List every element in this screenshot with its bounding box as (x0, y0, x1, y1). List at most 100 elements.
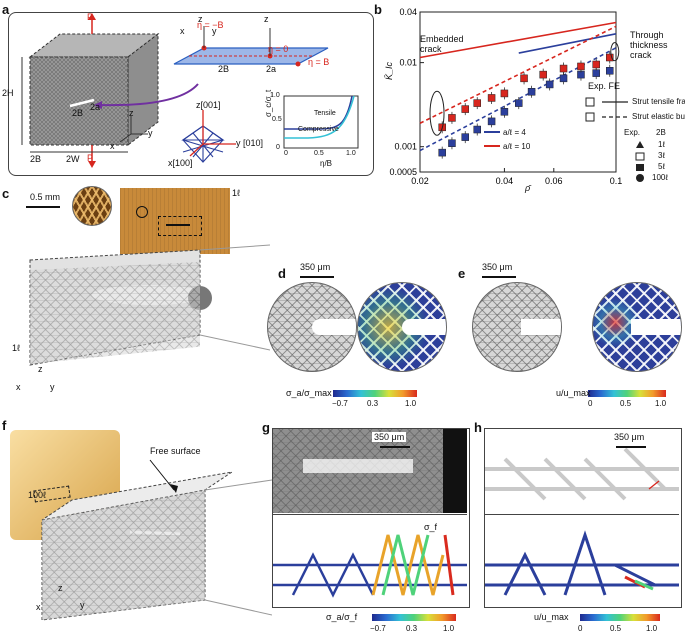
data-point (515, 99, 523, 107)
crystal-x: x[100] (168, 158, 193, 168)
legend-title: Exp. FE (588, 81, 621, 91)
mini-x1: 0.5 (314, 150, 324, 157)
legend-1l: 1ℓ (658, 140, 666, 149)
colorbar-e-tick0: 0 (588, 399, 593, 408)
scale-bar-c (26, 206, 60, 208)
stress-map-d (357, 282, 447, 372)
legend-exp-markers (635, 141, 645, 182)
colorbar-g-tick0: −0.7 (370, 624, 386, 633)
data-point (473, 99, 481, 107)
mini-x0: 0 (284, 150, 288, 157)
x-tick-label: 0.1 (610, 176, 623, 186)
free-surface-label: Free surface (150, 446, 201, 456)
deformed-lattice-h (485, 447, 679, 501)
data-point (500, 89, 509, 98)
legend-a4: a/ℓ = 4 (503, 128, 526, 137)
data-point (438, 148, 446, 157)
load-p-top: P (87, 12, 94, 22)
tensile-line (419, 21, 617, 59)
data-point (606, 53, 614, 62)
scale-bar-h (616, 446, 646, 448)
data-point (448, 139, 456, 147)
colorbar-g (372, 614, 456, 621)
mini-y2: 1.0 (270, 92, 280, 99)
colorbar-e-tick2: 1.0 (655, 399, 667, 408)
tensile-line (518, 33, 617, 54)
micrograph-d (267, 282, 357, 372)
data-point (539, 70, 547, 79)
data-point (527, 88, 536, 96)
colorbar-h-tick2: 1.0 (646, 624, 658, 633)
legend-strut-buckling: Strut elastic buckling (632, 112, 685, 121)
panel-c-label: c (2, 186, 10, 201)
eta-pos: η = B (308, 57, 330, 67)
scale-h: 350 μm (612, 432, 647, 442)
data-point (592, 69, 600, 77)
data-point (559, 64, 568, 73)
dim-100l: 100ℓ (28, 490, 46, 500)
crystal-z: z[001] (196, 100, 221, 110)
panel-g-divider (273, 514, 467, 515)
mini-plot-frame (283, 95, 359, 149)
y-tick-label: 0.0005 (389, 167, 417, 177)
dim-2b: 2B (30, 154, 42, 164)
mini-y0: 0 (276, 144, 280, 151)
embedded-crack-label: Embedded crack (420, 34, 464, 54)
legend-exp-open-square (585, 97, 595, 107)
panel-b-chart: 0.02 0.04 0.06 0.1 0.0005 0.001 0.01 0.04 (389, 7, 628, 186)
crack-2a: 2a (90, 102, 101, 112)
dim-2w: 2W (66, 154, 80, 164)
panel-g-frame (272, 428, 470, 608)
colorbar-e-tick1: 0.5 (620, 399, 632, 408)
colorbar-d-tick2: 1.0 (405, 399, 417, 408)
stress-map-g (273, 534, 467, 598)
legend-strut-tensile: Strut tensile fracture (632, 97, 685, 106)
crack-line (69, 98, 95, 108)
inset-y: y (212, 26, 217, 36)
scale-g: 350 μm (372, 432, 407, 442)
crack-2b: 2B (72, 108, 84, 118)
axis-z-c: z (38, 364, 43, 374)
colorbar-g-tick1: 0.3 (406, 624, 418, 633)
colorbar-h-label: u/u_max (534, 612, 569, 622)
cube-front-face (29, 56, 129, 146)
data-point (461, 133, 469, 141)
eta-neg: η = −B (197, 20, 224, 30)
specimen-photo-c (120, 188, 230, 254)
data-point (500, 108, 509, 116)
data-point (520, 74, 528, 83)
axis-z-f: z (58, 583, 63, 593)
data-point (473, 125, 481, 134)
mini-x2: 1.0 (346, 150, 356, 157)
mini-y1: 0.5 (272, 116, 282, 123)
colorbar-g-tick2: 1.0 (443, 624, 455, 633)
y-tick-label: 0.001 (394, 142, 417, 152)
scale-e: 350 μm (482, 262, 513, 272)
dim-1l-photo: 1ℓ (232, 188, 240, 198)
colorbar-d (333, 390, 417, 397)
colorbar-d-tick1: 0.3 (367, 399, 379, 408)
legend-5l: 5ℓ (658, 162, 666, 171)
data-point (487, 117, 496, 126)
x-tick-label: 0.04 (496, 176, 514, 186)
micrograph-g (273, 429, 467, 513)
colorbar-e-label: u/u_max (556, 388, 591, 398)
axis-x-a: x (110, 141, 115, 151)
y-tick-label: 0.01 (399, 58, 417, 68)
eta-zero: η = 0 (268, 44, 289, 54)
chart-b-plot-area (419, 11, 617, 173)
panel-h-frame (484, 428, 682, 608)
panel-h-divider (485, 514, 679, 515)
axis-x-c: x (16, 382, 21, 392)
lattice-texture-c (30, 262, 200, 364)
legend-100l: 100ℓ (652, 173, 668, 182)
data-point (448, 114, 456, 122)
mini-compressive-curve (284, 95, 355, 139)
dim-2h: 2H (2, 88, 14, 98)
colorbar-e (588, 390, 666, 397)
axis-y-f: y (80, 600, 85, 610)
sigma-f-label: σ_f (424, 522, 438, 532)
mini-xlabel: η/B (320, 159, 333, 168)
inset-2a: 2a (266, 64, 277, 74)
colorbar-h-tick1: 0.5 (610, 624, 622, 633)
